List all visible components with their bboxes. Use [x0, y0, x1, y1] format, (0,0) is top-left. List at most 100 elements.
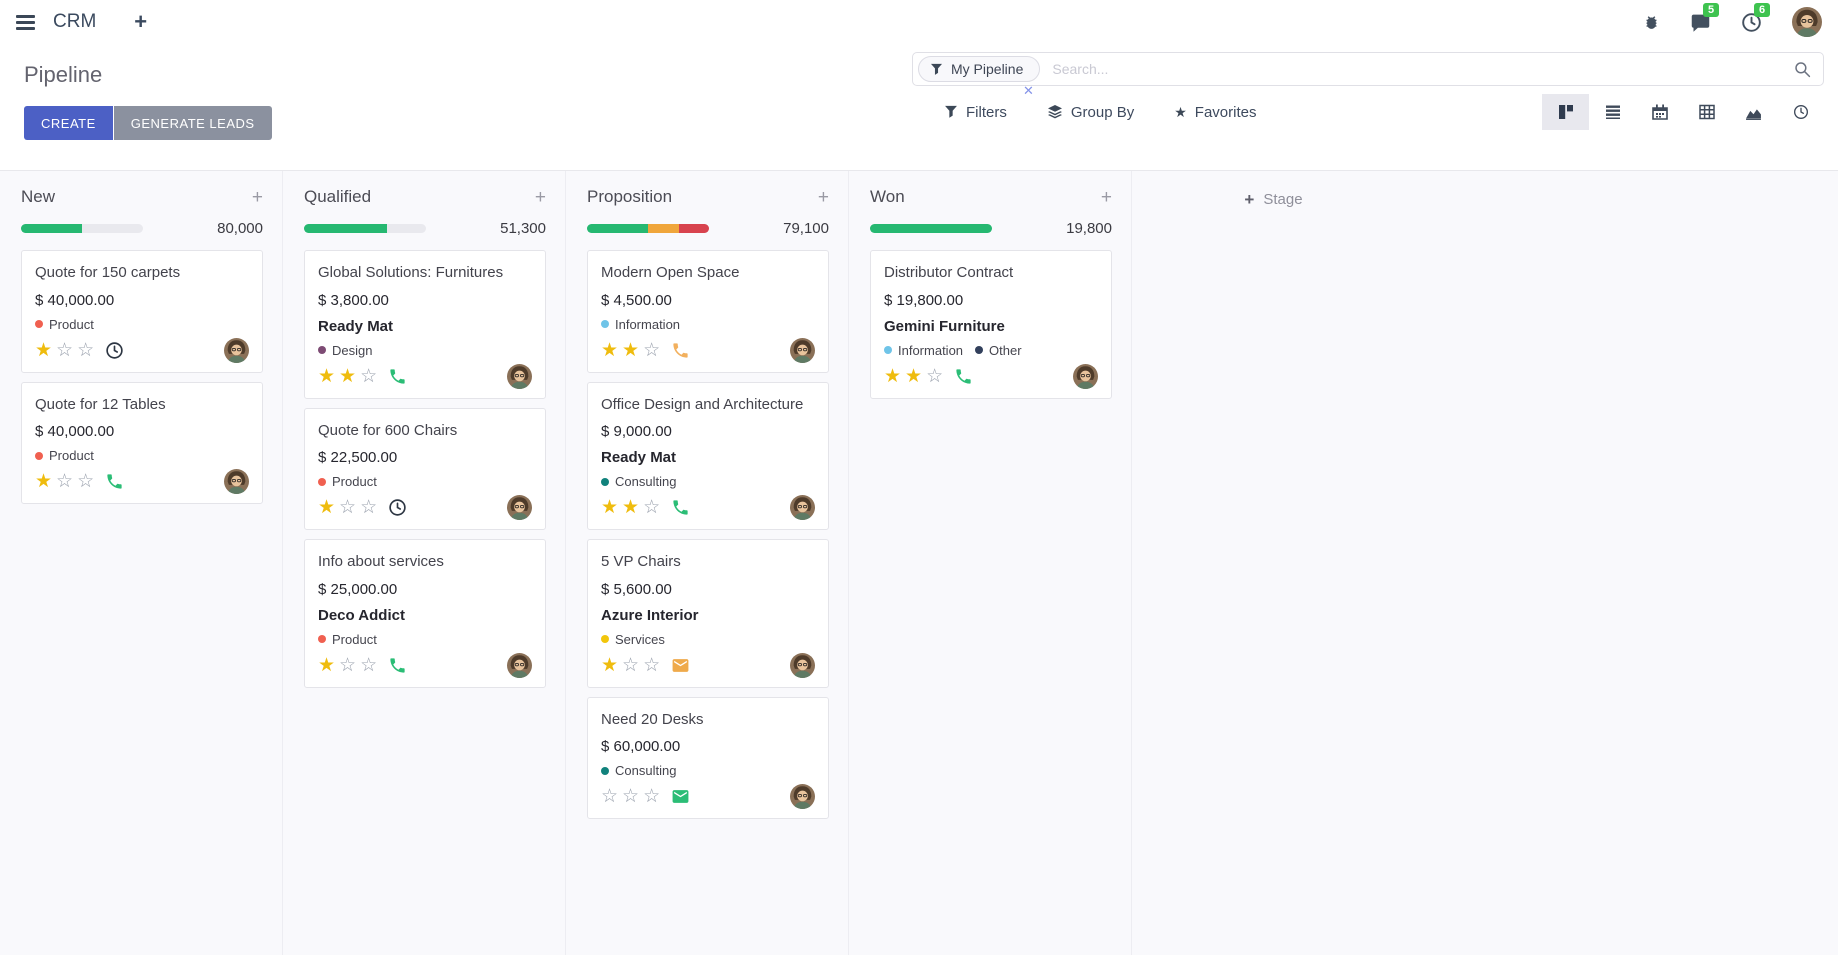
column-quick-create-button[interactable]: + — [534, 186, 546, 208]
star-empty-icon[interactable]: ☆ — [360, 365, 378, 387]
add-stage-button[interactable]: + Stage — [1132, 171, 1415, 955]
star-empty-icon[interactable]: ☆ — [643, 497, 661, 518]
column-progressbar[interactable] — [587, 224, 709, 233]
star-empty-icon[interactable]: ☆ — [77, 339, 95, 361]
phone-icon[interactable] — [105, 472, 124, 491]
group-by-menu[interactable]: Group By — [1047, 104, 1134, 121]
column-progressbar[interactable] — [304, 224, 426, 233]
star-filled-icon[interactable]: ★ — [318, 365, 336, 387]
star-empty-icon[interactable]: ☆ — [56, 339, 74, 361]
star-filled-icon[interactable]: ★ — [905, 365, 923, 387]
plus-icon[interactable]: + — [134, 9, 148, 34]
kanban-card[interactable]: Quote for 150 carpets $ 40,000.00 Produc… — [21, 250, 263, 373]
priority-stars[interactable]: ★ ☆ ☆ — [601, 656, 660, 675]
avatar[interactable] — [507, 652, 532, 678]
phone-icon[interactable] — [671, 341, 690, 360]
app-name[interactable]: CRM — [53, 11, 97, 32]
search-bar[interactable]: My Pipeline ✕ — [912, 52, 1824, 97]
avatar[interactable] — [1073, 363, 1098, 389]
generate-leads-button[interactable]: GENERATE LEADS — [113, 106, 272, 140]
star-filled-icon[interactable]: ★ — [601, 654, 619, 676]
star-filled-icon[interactable]: ★ — [339, 365, 357, 387]
kanban-card[interactable]: Quote for 600 Chairs $ 22,500.00 Product… — [304, 407, 546, 530]
column-quick-create-button[interactable]: + — [817, 186, 829, 208]
progress-segment-red[interactable] — [678, 224, 709, 233]
priority-stars[interactable]: ★ ★ ☆ — [318, 367, 377, 386]
column-progressbar[interactable] — [21, 224, 143, 233]
column-quick-create-button[interactable]: + — [1100, 186, 1112, 208]
star-filled-icon[interactable]: ★ — [318, 497, 336, 518]
priority-stars[interactable]: ★ ★ ☆ — [884, 367, 943, 386]
messages-icon[interactable]: 5 — [1690, 2, 1720, 33]
column-title[interactable]: New — [21, 187, 56, 206]
apps-menu-icon[interactable] — [12, 11, 39, 34]
envelope-icon[interactable] — [671, 787, 690, 806]
progress-segment-green[interactable] — [870, 224, 992, 233]
kanban-card[interactable]: Quote for 12 Tables $ 40,000.00 Product … — [21, 381, 263, 504]
progress-segment-green[interactable] — [21, 224, 82, 233]
star-empty-icon[interactable]: ☆ — [622, 654, 640, 676]
kanban-card[interactable]: Distributor Contract $ 19,800.00 Gemini … — [870, 250, 1112, 399]
create-button[interactable]: CREATE — [24, 106, 113, 140]
star-filled-icon[interactable]: ★ — [318, 654, 336, 676]
star-filled-icon[interactable]: ★ — [35, 471, 53, 492]
view-pivot-button[interactable] — [1683, 94, 1730, 130]
priority-stars[interactable]: ★ ☆ ☆ — [35, 341, 94, 360]
star-empty-icon[interactable]: ☆ — [926, 365, 944, 387]
star-empty-icon[interactable]: ☆ — [643, 339, 661, 361]
star-filled-icon[interactable]: ★ — [601, 339, 619, 361]
avatar[interactable] — [790, 652, 815, 678]
star-empty-icon[interactable]: ☆ — [622, 786, 640, 807]
progress-segment-green[interactable] — [587, 224, 648, 233]
avatar[interactable] — [507, 363, 532, 389]
phone-icon[interactable] — [388, 367, 407, 386]
star-empty-icon[interactable]: ☆ — [643, 786, 661, 807]
envelope-icon[interactable] — [671, 656, 690, 675]
avatar[interactable] — [790, 337, 815, 363]
progress-segment-orange[interactable] — [648, 224, 679, 233]
star-filled-icon[interactable]: ★ — [622, 339, 640, 361]
avatar[interactable] — [224, 337, 249, 363]
filters-menu[interactable]: Filters — [944, 104, 1007, 121]
star-filled-icon[interactable]: ★ — [35, 339, 53, 361]
star-empty-icon[interactable]: ☆ — [360, 654, 378, 676]
priority-stars[interactable]: ★ ★ ☆ — [601, 498, 660, 517]
view-activity-button[interactable] — [1777, 94, 1824, 130]
priority-stars[interactable]: ★ ☆ ☆ — [318, 498, 377, 517]
column-quick-create-button[interactable]: + — [251, 186, 263, 208]
star-empty-icon[interactable]: ☆ — [339, 654, 357, 676]
view-kanban-button[interactable] — [1542, 94, 1589, 130]
column-title[interactable]: Qualified — [304, 187, 372, 206]
facet-remove-icon[interactable]: ✕ — [1023, 83, 1034, 98]
bug-icon[interactable] — [1643, 14, 1660, 31]
column-title[interactable]: Won — [870, 187, 905, 206]
progress-segment-green[interactable] — [304, 224, 387, 233]
star-empty-icon[interactable]: ☆ — [643, 654, 661, 676]
priority-stars[interactable]: ★ ★ ☆ — [601, 341, 660, 360]
view-graph-button[interactable] — [1730, 94, 1777, 130]
priority-stars[interactable]: ★ ☆ ☆ — [318, 656, 377, 675]
column-title[interactable]: Proposition — [587, 187, 673, 206]
column-progressbar[interactable] — [870, 224, 992, 233]
avatar[interactable] — [790, 784, 815, 809]
phone-icon[interactable] — [671, 498, 690, 517]
star-empty-icon[interactable]: ☆ — [339, 497, 357, 518]
star-empty-icon[interactable]: ☆ — [77, 471, 95, 492]
star-filled-icon[interactable]: ★ — [884, 365, 902, 387]
priority-stars[interactable]: ★ ☆ ☆ — [35, 472, 94, 491]
search-input[interactable] — [1050, 60, 1794, 78]
star-filled-icon[interactable]: ★ — [622, 497, 640, 518]
search-facet[interactable]: My Pipeline — [918, 56, 1041, 82]
clock-icon[interactable] — [105, 341, 124, 360]
favorites-menu[interactable]: ★ Favorites — [1174, 104, 1256, 121]
star-empty-icon[interactable]: ☆ — [360, 497, 378, 518]
avatar[interactable] — [790, 495, 815, 520]
star-empty-icon[interactable]: ☆ — [56, 471, 74, 492]
star-empty-icon[interactable]: ☆ — [601, 786, 619, 807]
kanban-card[interactable]: Need 20 Desks $ 60,000.00 Consulting ☆ ☆ ☆ — [587, 696, 829, 819]
priority-stars[interactable]: ☆ ☆ ☆ — [601, 787, 660, 806]
avatar[interactable] — [507, 495, 532, 520]
kanban-card[interactable]: Office Design and Architecture $ 9,000.0… — [587, 381, 829, 530]
view-list-button[interactable] — [1589, 94, 1636, 130]
kanban-card[interactable]: 5 VP Chairs $ 5,600.00 Azure Interior Se… — [587, 539, 829, 688]
